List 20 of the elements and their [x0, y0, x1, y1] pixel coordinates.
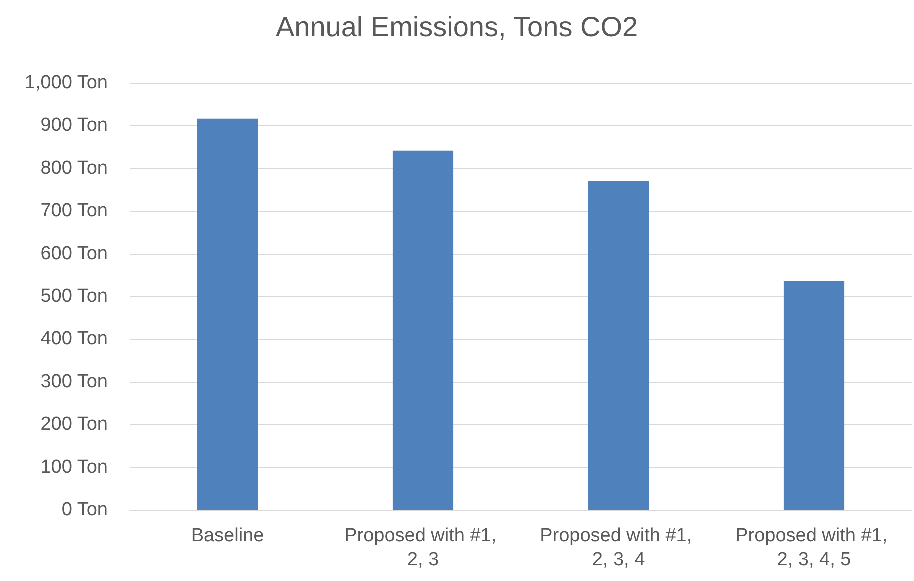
y-tick-label: 800 Ton — [40, 158, 108, 179]
y-tick-label: 100 Ton — [40, 456, 108, 478]
y-tick-label: 400 Ton — [40, 328, 108, 350]
x-tick-label: Proposed with #1, 2, 3, 4 — [540, 526, 698, 570]
y-tick-label: 700 Ton — [40, 200, 108, 222]
y-tick-label: 200 Ton — [40, 414, 108, 436]
y-tick-label: 600 Ton — [40, 243, 108, 264]
y-tick-label: 500 Ton — [40, 286, 108, 307]
y-tick-label: 1,000 Ton — [24, 72, 108, 94]
x-tick-label: Baseline — [191, 526, 264, 546]
bar — [784, 281, 845, 510]
y-tick-label: 0 Ton — [62, 500, 108, 520]
bar — [197, 118, 258, 510]
bar — [392, 150, 454, 510]
bar — [588, 181, 650, 510]
chart-title: Annual Emissions, Tons CO2 — [276, 12, 638, 42]
x-tick-label: Proposed with #1, 2, 3, 4, 5 — [736, 526, 893, 570]
y-tick-label: 300 Ton — [40, 371, 108, 392]
x-tick-label: Proposed with #1, 2, 3 — [344, 526, 502, 570]
y-tick-label: 900 Ton — [40, 115, 108, 136]
